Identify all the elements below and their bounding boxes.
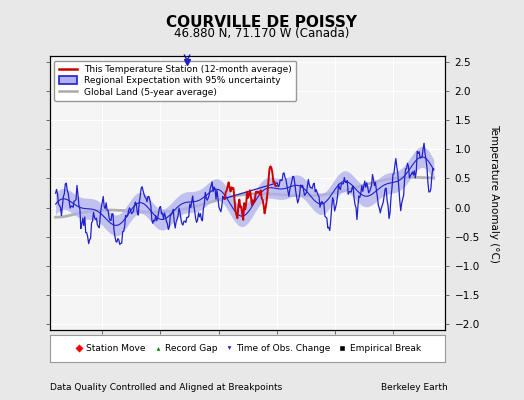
Text: Berkeley Earth: Berkeley Earth [381,383,448,392]
Text: COURVILLE DE POISSY: COURVILLE DE POISSY [167,15,357,30]
Text: Data Quality Controlled and Aligned at Breakpoints: Data Quality Controlled and Aligned at B… [50,383,282,392]
Legend: Station Move, Record Gap, Time of Obs. Change, Empirical Break: Station Move, Record Gap, Time of Obs. C… [71,340,424,357]
Y-axis label: Temperature Anomaly (°C): Temperature Anomaly (°C) [489,124,499,262]
Legend: This Temperature Station (12-month average), Regional Expectation with 95% uncer: This Temperature Station (12-month avera… [54,60,297,101]
Text: 46.880 N, 71.170 W (Canada): 46.880 N, 71.170 W (Canada) [174,27,350,40]
